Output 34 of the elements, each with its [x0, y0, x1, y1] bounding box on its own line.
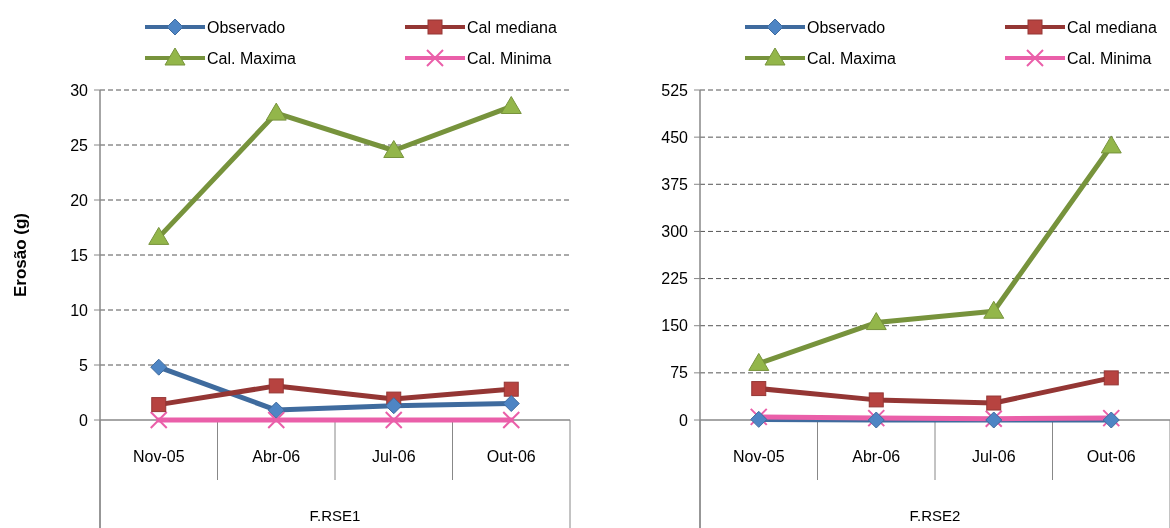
y-tick-label: 75: [670, 364, 689, 382]
y-tick-label: 525: [661, 81, 689, 99]
y-tick-label: 0: [679, 411, 689, 429]
y-tick-label: 10: [70, 301, 89, 319]
y-tick-label: 30: [70, 81, 89, 99]
x-tick-label: Jul-06: [971, 448, 1016, 465]
legend-label: Observado: [807, 19, 886, 36]
x-tick-label: Jul-06: [371, 448, 416, 465]
x-axis-title: F.RSE2: [909, 507, 961, 524]
x-tick-label: Out-06: [486, 448, 536, 465]
legend-label: Observado: [207, 19, 286, 36]
y-tick-label: 15: [70, 246, 89, 264]
y-tick-label: 5: [79, 356, 89, 374]
x-tick-label: Abr-06: [252, 448, 301, 465]
y-tick-label: 25: [70, 136, 89, 154]
legend-label: Cal. Minima: [1067, 50, 1152, 67]
y-tick-label: 150: [661, 317, 689, 335]
y-tick-label: 0: [79, 411, 89, 429]
legend-label: Cal. Maxima: [207, 50, 297, 67]
legend-label: Cal. Minima: [467, 50, 552, 67]
y-axis-title: Erosão (g): [11, 212, 30, 298]
y-tick-label: 375: [661, 175, 689, 193]
x-tick-label: Nov-05: [132, 448, 185, 465]
y-tick-label: 300: [661, 223, 689, 241]
legend-label: Cal mediana: [1067, 19, 1157, 36]
x-tick-label: Out-06: [1086, 448, 1136, 465]
legend-label: Cal. Maxima: [807, 50, 897, 67]
y-tick-label: 225: [661, 270, 689, 288]
x-tick-label: Abr-06: [852, 448, 901, 465]
x-axis-title: F.RSE1: [309, 507, 361, 524]
y-tick-label: 450: [661, 128, 689, 146]
x-tick-label: Nov-05: [732, 448, 785, 465]
y-tick-label: 20: [70, 191, 89, 209]
legend-label: Cal mediana: [467, 19, 557, 36]
